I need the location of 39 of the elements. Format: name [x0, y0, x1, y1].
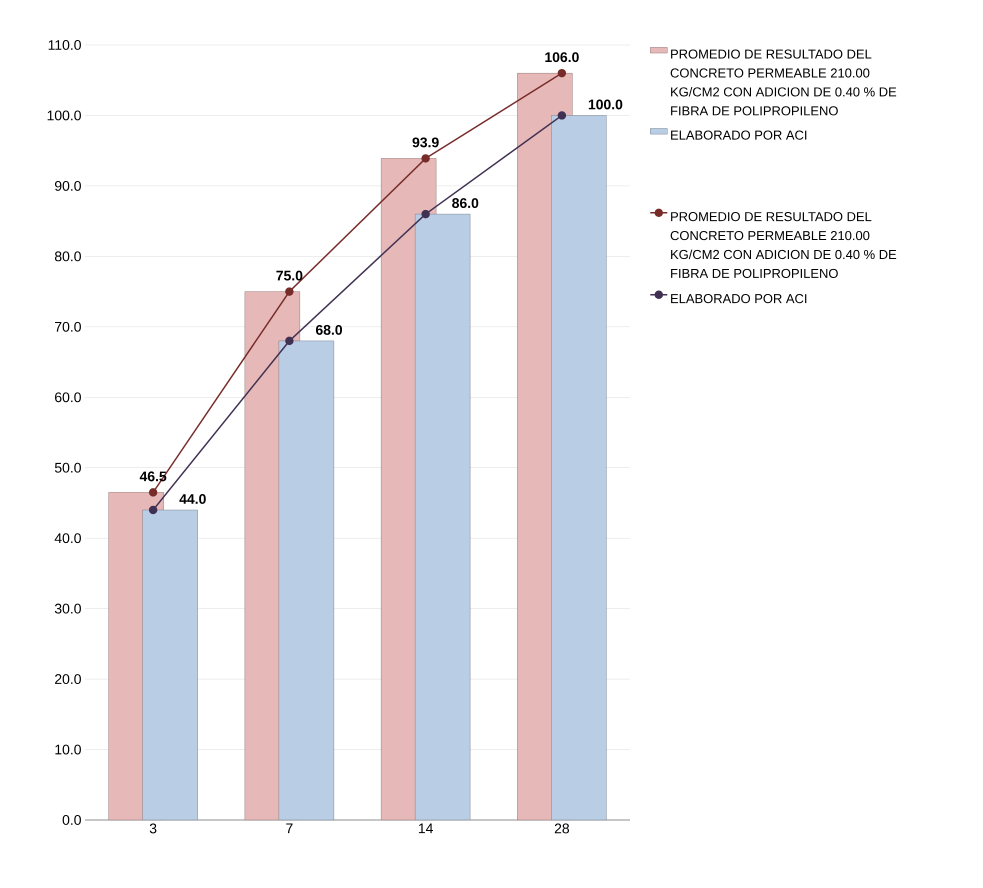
y-tick-label: 80.0 [54, 251, 81, 262]
data-label: 44.0 [179, 494, 206, 504]
point [421, 210, 430, 218]
y-tick-label: 40.0 [54, 533, 81, 544]
data-label: 93.9 [412, 137, 439, 148]
bar [551, 115, 607, 820]
x-tick-label: 14 [418, 824, 433, 834]
y-tick-label: 90.0 [54, 180, 81, 191]
y-tick-label: 110.0 [48, 40, 81, 50]
point [285, 336, 294, 346]
bar [142, 510, 198, 820]
point [558, 68, 566, 78]
point [148, 506, 158, 514]
data-label: 75.0 [276, 270, 302, 281]
y-tick-label: 0.0 [62, 815, 81, 825]
legend-label: PROMEDIO DE RESULTADO DEL CONCRETO PERMEABLE 210.00 KG/CM2 CON ADICION DE 0.40 % DE FIBRA DE POLIPROPILENO [670, 49, 896, 116]
legend-label: PROMEDIO DE RESULTADO DEL CONCRETO PERMEABLE 210.00 KG/CM2 CON ADICION DE 0.40 % DE FIBRA DE POLIPROPILENO [670, 212, 896, 278]
legend-label: ELABORADO POR ACI [671, 294, 806, 304]
y-tick-label: 10.0 [55, 744, 81, 754]
x-tick-label: 7 [286, 824, 293, 834]
x-tick-label: 28 [554, 824, 570, 834]
point [421, 154, 430, 163]
bar [278, 340, 334, 820]
data-label: 86.0 [452, 198, 478, 208]
point [148, 488, 158, 497]
point [558, 111, 566, 120]
y-tick-label: 60.0 [55, 392, 81, 402]
y-tick-label: 20.0 [55, 674, 81, 684]
data-label: 106.0 [545, 52, 579, 62]
point [285, 287, 294, 296]
y-tick-label: 30.0 [54, 604, 81, 614]
bar [414, 214, 470, 820]
legend-label: ELABORADO POR ACI [671, 130, 806, 140]
y-tick-label: 70.0 [55, 322, 81, 332]
x-tick-label: 3 [150, 824, 156, 834]
y-tick-label: 50.0 [54, 462, 81, 473]
y-tick-label: 100.0 [48, 110, 81, 120]
data-label: 68.0 [316, 324, 342, 335]
data-label: 100.0 [588, 99, 622, 110]
